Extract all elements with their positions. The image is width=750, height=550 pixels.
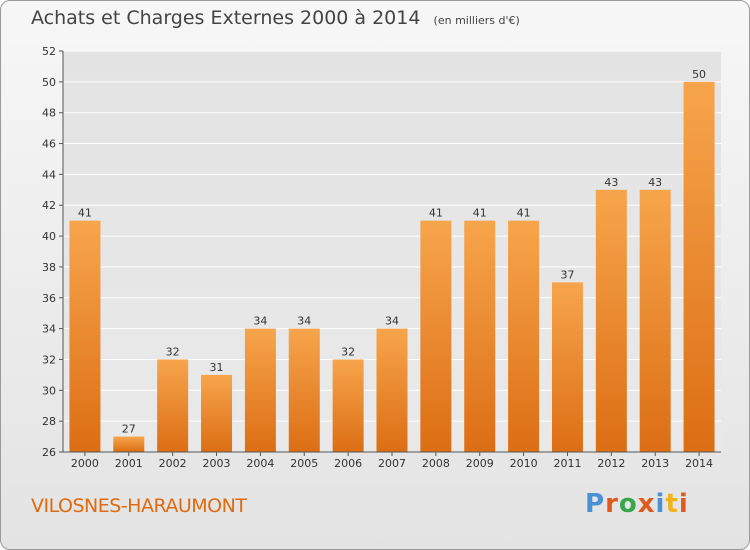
y-tick-label: 46 [42, 138, 56, 151]
bar-value-label: 41 [429, 207, 443, 220]
logo-letter: i [678, 489, 689, 519]
y-tick-label: 50 [42, 76, 56, 89]
bar-value-label: 34 [297, 315, 311, 328]
x-tick-label: 2001 [115, 457, 143, 470]
logo-letter: P [585, 489, 606, 519]
x-tick-label: 2002 [159, 457, 187, 470]
bar-2005 [288, 328, 320, 452]
x-tick-label: 2013 [641, 457, 669, 470]
y-tick-label: 34 [42, 323, 56, 336]
chart-title: Achats et Charges Externes 2000 à 2014 [31, 7, 421, 29]
x-tick-label: 2012 [597, 457, 625, 470]
bar-value-label: 34 [385, 315, 399, 328]
y-tick-label: 52 [42, 45, 56, 58]
bar-value-label: 27 [122, 423, 136, 436]
logo-letter: x [637, 489, 656, 519]
bar-2007 [376, 328, 408, 452]
x-tick-label: 2009 [466, 457, 494, 470]
bar-value-label: 34 [253, 315, 267, 328]
bar-value-label: 31 [210, 361, 224, 374]
bar-2011 [551, 282, 583, 452]
y-tick-label: 40 [42, 230, 56, 243]
bar-value-label: 50 [692, 68, 706, 81]
x-tick-label: 2014 [685, 457, 713, 470]
chart-title-block: Achats et Charges Externes 2000 à 2014 (… [31, 7, 520, 29]
bar-2000 [69, 220, 101, 452]
bar-2008 [420, 220, 452, 452]
bar-2001 [113, 436, 145, 452]
y-tick-label: 36 [42, 292, 56, 305]
bar-2006 [332, 359, 364, 452]
logo-letter: i [655, 489, 666, 519]
bar-2003 [201, 374, 233, 452]
x-axis: 2000 2001 2002 2003 2004 2005 2006 2007 2008 2009… [63, 451, 721, 470]
commune-name: VILOSNES-HARAUMONT [31, 495, 247, 517]
y-tick-label: 48 [42, 107, 56, 120]
bar-value-label: 41 [78, 207, 92, 220]
bar-2009 [464, 220, 496, 452]
x-tick-label: 2003 [203, 457, 231, 470]
x-tick-label: 2005 [290, 457, 318, 470]
x-tick-label: 2010 [510, 457, 538, 470]
chart-subtitle: (en milliers d'€) [433, 14, 520, 27]
bar-2002 [157, 359, 189, 452]
logo-letter: o [618, 489, 638, 519]
y-tick-label: 26 [42, 446, 56, 459]
bar-value-label: 37 [560, 268, 574, 281]
proxiti-logo: Proxiti [585, 489, 689, 519]
x-tick-label: 2000 [71, 457, 99, 470]
x-tick-label: 2004 [246, 457, 274, 470]
bar-value-label: 41 [517, 207, 531, 220]
bar-2004 [244, 328, 276, 452]
bar-2010 [508, 220, 540, 452]
x-tick-label: 2006 [334, 457, 362, 470]
bar-2013 [639, 189, 671, 453]
bars: 41 27 32 31 34 34 32 34 41 41 41 37 43 43 50 [69, 68, 715, 453]
x-tick-label: 2011 [553, 457, 581, 470]
bar-value-label: 41 [473, 207, 487, 220]
bar-value-label: 32 [166, 345, 180, 358]
y-tick-label: 30 [42, 384, 56, 397]
y-axis: 26 28 30 32 34 36 38 40 42 44 46 48 50 52 [42, 45, 64, 459]
y-tick-label: 42 [42, 199, 56, 212]
x-tick-label: 2008 [422, 457, 450, 470]
bar-value-label: 43 [648, 176, 662, 189]
bar-2014 [683, 81, 715, 452]
logo-letter: r [605, 489, 619, 519]
y-tick-label: 28 [42, 415, 56, 428]
y-tick-label: 44 [42, 168, 56, 181]
y-tick-label: 32 [42, 353, 56, 366]
logo-letter: t [665, 489, 679, 519]
y-tick-label: 38 [42, 261, 56, 274]
x-tick-label: 2007 [378, 457, 406, 470]
bar-value-label: 32 [341, 345, 355, 358]
bar-value-label: 43 [604, 176, 618, 189]
bar-2012 [595, 189, 627, 453]
